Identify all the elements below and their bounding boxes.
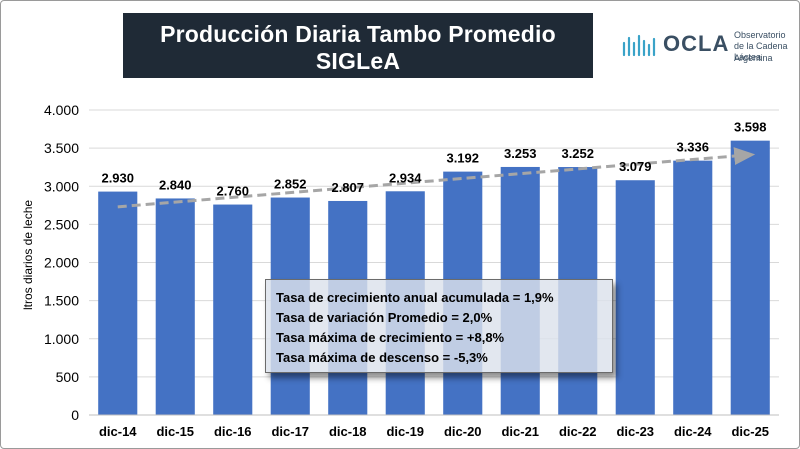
data-label: 2.934 (389, 170, 422, 185)
y-axis-label: ltros diarios de leche (21, 199, 35, 310)
logo-text: Observatorio de la Cadena Láctea (734, 30, 791, 63)
trend-line (117, 147, 756, 209)
x-tick-label: dic-23 (616, 424, 654, 439)
bar (155, 198, 195, 415)
stat-max-decline: Tasa máxima de descenso = -5,3% (276, 350, 488, 365)
x-tick-label: dic-21 (501, 424, 539, 439)
ocla-logo: OCLA Observatorio de la Cadena Láctea Ar… (621, 27, 791, 67)
x-tick-label: dic-25 (731, 424, 769, 439)
chart-subtitle: - últimos 12 años: mes de diciembre de c… (167, 80, 549, 99)
data-label: 2.852 (274, 177, 307, 192)
y-tick-label: 2.500 (44, 216, 79, 232)
y-tick-label: 3.500 (44, 140, 79, 156)
logo-line-1: Observatorio (734, 30, 786, 40)
logo-line-2: de la Cadena Láctea (734, 41, 788, 62)
data-label: 3.252 (561, 146, 594, 161)
y-tick-label: 0 (71, 407, 79, 423)
logo-brand: OCLA (663, 31, 730, 56)
x-tick-label: dic-14 (99, 424, 137, 439)
data-label: 2.760 (216, 184, 249, 199)
data-label: 3.079 (619, 159, 652, 174)
data-label: 3.598 (734, 120, 767, 135)
stat-max-growth: Tasa máxima de crecimiento = +8,8% (276, 330, 505, 345)
y-tick-label: 3.000 (44, 178, 79, 194)
y-tick-label: 1.500 (44, 293, 79, 309)
y-tick-label: 2.000 (44, 255, 79, 271)
logo-line-3: Argentina (734, 53, 773, 63)
title-banner: Producción Diaria Tambo Promedio SIGLeA … (123, 13, 593, 99)
x-tick-label: dic-15 (156, 424, 194, 439)
stat-average-variation: Tasa de variación Promedio = 2,0% (276, 310, 493, 325)
y-tick-label: 1.000 (44, 331, 79, 347)
x-tick-label: dic-16 (214, 424, 252, 439)
data-label: 3.336 (676, 140, 709, 155)
data-label: 3.192 (446, 151, 479, 166)
data-label: 2.807 (331, 180, 364, 195)
data-label: 2.930 (101, 171, 134, 186)
chart-title: Producción Diaria Tambo Promedio SIGLeA (160, 21, 556, 74)
data-label: 3.253 (504, 146, 537, 161)
x-tick-label: dic-20 (444, 424, 482, 439)
bar (673, 160, 713, 415)
milk-wave-icon (622, 34, 656, 57)
bar (730, 140, 770, 415)
x-tick-label: dic-18 (329, 424, 367, 439)
bar (98, 191, 138, 415)
data-label: 2.840 (159, 177, 192, 192)
x-tick-label: dic-24 (674, 424, 712, 439)
y-tick-label: 500 (56, 369, 80, 385)
x-tick-label: dic-19 (386, 424, 424, 439)
x-tick-label: dic-17 (271, 424, 309, 439)
y-tick-label: 4.000 (44, 102, 79, 118)
bar (213, 204, 253, 415)
x-tick-label: dic-22 (559, 424, 597, 439)
stat-accumulated-growth: Tasa de crecimiento anual acumulada = 1,… (276, 290, 554, 305)
stats-box: Tasa de crecimiento anual acumulada = 1,… (265, 279, 613, 373)
bar (615, 180, 655, 415)
